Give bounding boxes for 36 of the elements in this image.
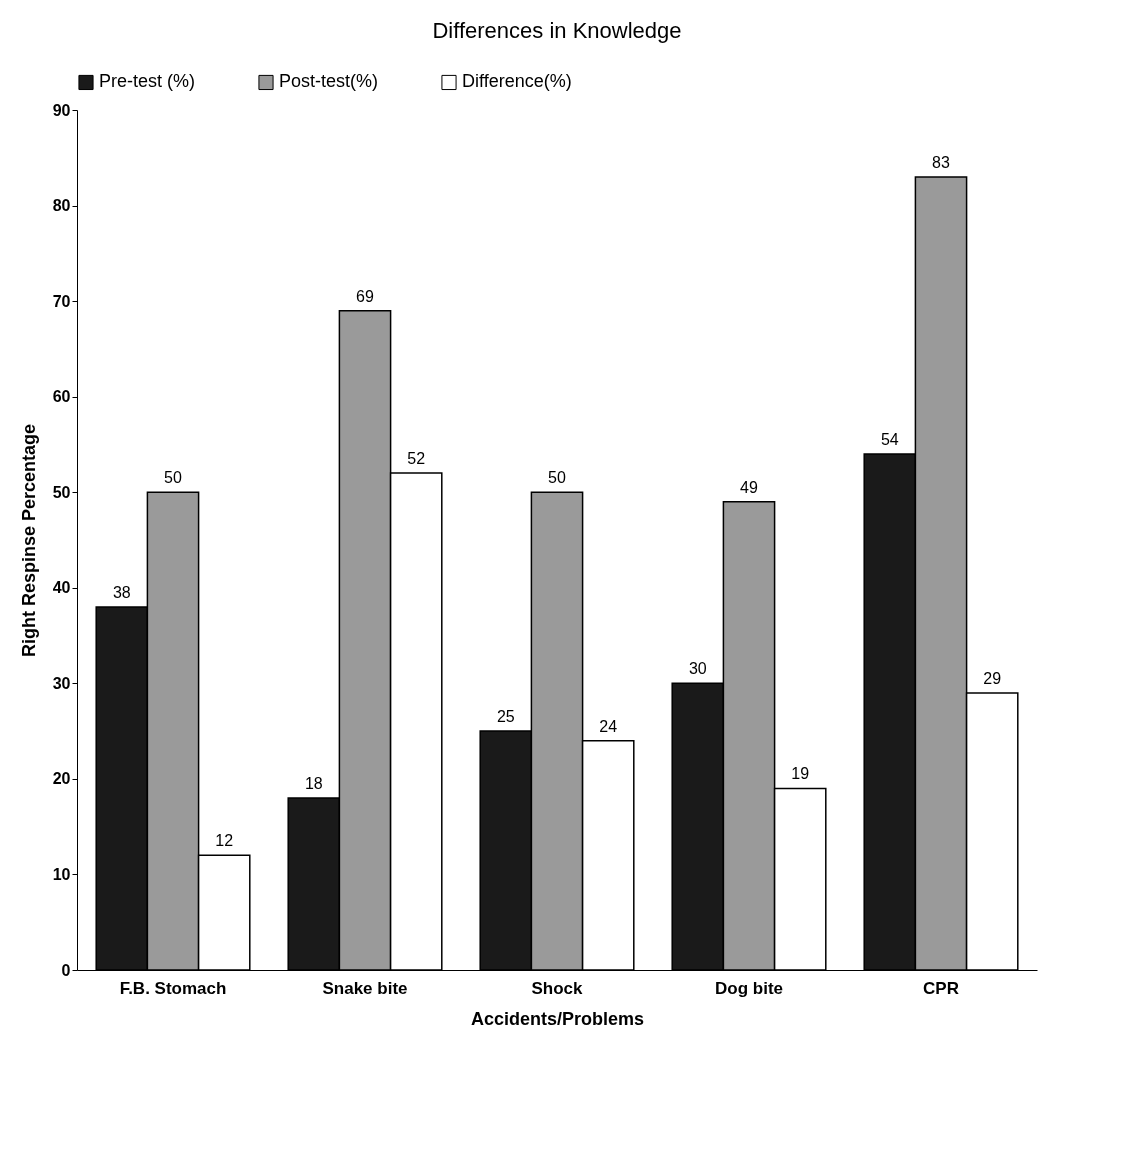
data-label: 50 (548, 469, 566, 487)
y-tick-label: 70 (52, 292, 71, 310)
data-label: 12 (215, 832, 234, 850)
y-tick-label: 80 (52, 197, 71, 215)
data-label: 19 (791, 765, 810, 783)
y-tick-label: 40 (52, 579, 71, 597)
data-label: 69 (356, 287, 374, 305)
x-axis-title: Accidents/Problems (470, 1008, 645, 1029)
y-tick-label: 0 (61, 961, 71, 979)
chart-title: Differences in Knowledge (432, 18, 682, 43)
data-label: 83 (932, 153, 950, 171)
legend-label: Difference(%) (462, 71, 572, 92)
legend-label: Post-test(%) (279, 71, 379, 92)
y-tick-label: 20 (52, 770, 71, 788)
data-label: 52 (407, 450, 426, 468)
y-tick-label: 50 (52, 483, 71, 501)
x-tick-label: Snake bite (322, 978, 408, 998)
x-tick-label: CPR (923, 978, 959, 998)
y-tick-label: 30 (52, 674, 71, 692)
y-tick-label: 10 (52, 865, 71, 883)
data-label: 38 (112, 583, 131, 601)
data-label: 18 (304, 775, 323, 792)
data-label: 54 (880, 431, 899, 448)
data-label: 50 (164, 469, 182, 487)
data-label: 30 (688, 660, 707, 678)
x-tick-label: Dog bite (715, 978, 783, 998)
y-axis-title: Right Respinse Percentage (18, 423, 39, 658)
data-label: 25 (496, 708, 515, 726)
data-label: 24 (599, 717, 618, 735)
x-tick-label: F.B. Stomach (119, 978, 227, 998)
x-tick-label: Shock (531, 978, 584, 998)
legend-label: Pre-test (%) (99, 71, 196, 92)
data-label: 29 (983, 669, 1002, 687)
data-label: 49 (740, 478, 758, 496)
y-tick-label: 90 (52, 101, 71, 119)
y-tick-label: 60 (52, 388, 71, 406)
